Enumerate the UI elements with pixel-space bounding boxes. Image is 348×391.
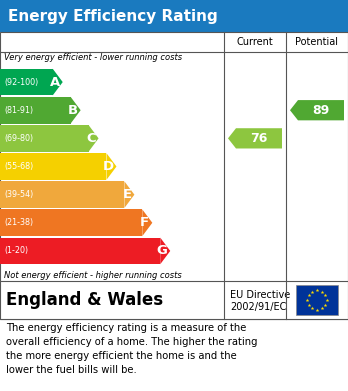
Text: Energy Efficiency Rating: Energy Efficiency Rating: [8, 9, 218, 23]
Polygon shape: [142, 210, 152, 236]
Bar: [0, 69, 53, 95]
Text: (55-68): (55-68): [4, 162, 33, 171]
Text: EU Directive: EU Directive: [230, 291, 290, 300]
Text: Current: Current: [237, 37, 274, 47]
Bar: [0, 125, 88, 152]
Text: Potential: Potential: [295, 37, 339, 47]
Polygon shape: [160, 238, 170, 264]
Polygon shape: [290, 100, 344, 120]
Text: F: F: [140, 216, 149, 229]
Bar: [0, 238, 160, 264]
Bar: [0, 153, 106, 180]
Bar: [296, 285, 338, 315]
Text: (1-20): (1-20): [4, 246, 28, 255]
Text: Not energy efficient - higher running costs: Not energy efficient - higher running co…: [4, 271, 182, 280]
Polygon shape: [71, 97, 81, 124]
Text: 76: 76: [250, 132, 268, 145]
Text: B: B: [68, 104, 78, 117]
Text: (39-54): (39-54): [4, 190, 33, 199]
Text: A: A: [49, 75, 60, 89]
Text: The energy efficiency rating is a measure of the
overall efficiency of a home. T: The energy efficiency rating is a measur…: [6, 323, 258, 375]
Polygon shape: [106, 153, 117, 180]
Polygon shape: [124, 181, 134, 208]
Text: C: C: [86, 132, 96, 145]
Text: (69-80): (69-80): [4, 134, 33, 143]
Bar: [0, 181, 124, 208]
Polygon shape: [88, 125, 98, 152]
Bar: [0, 281, 348, 319]
Polygon shape: [53, 69, 63, 95]
Polygon shape: [228, 128, 282, 149]
Bar: [0, 97, 71, 124]
Text: (21-38): (21-38): [4, 218, 33, 227]
Text: G: G: [156, 244, 167, 257]
Text: England & Wales: England & Wales: [6, 291, 163, 309]
Text: 89: 89: [313, 104, 330, 117]
Text: Very energy efficient - lower running costs: Very energy efficient - lower running co…: [4, 53, 182, 62]
Text: D: D: [102, 160, 113, 173]
Text: (92-100): (92-100): [4, 77, 38, 86]
Bar: [0, 210, 142, 236]
Text: E: E: [122, 188, 132, 201]
Text: (81-91): (81-91): [4, 106, 33, 115]
Text: 2002/91/EC: 2002/91/EC: [230, 302, 286, 312]
Bar: [0, 0, 348, 32]
Bar: [0, 32, 348, 319]
